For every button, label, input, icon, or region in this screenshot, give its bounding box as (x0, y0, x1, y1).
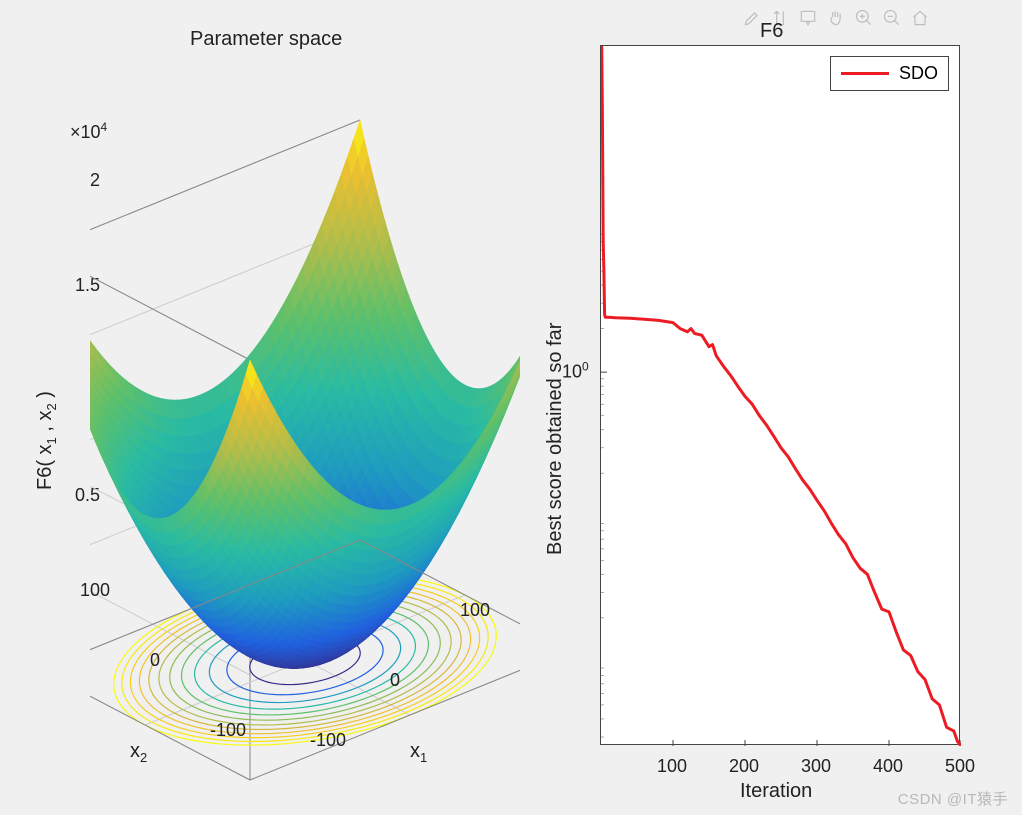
left-3d-plot: Parameter space ×104 F6( x1 , x2 ) 2 1.5… (20, 20, 530, 800)
datatip-icon[interactable] (796, 6, 820, 30)
right-x-tick: 100 (657, 756, 687, 777)
right-convergence-plot: F6 Best score obtained so far Iteration … (600, 45, 960, 745)
right-x-axis-label: Iteration (740, 780, 812, 803)
legend-label: SDO (899, 63, 938, 84)
z-axis-label: F6( x1 , x2 ) (34, 391, 59, 490)
right-x-tick: 400 (873, 756, 903, 777)
right-plot-title: F6 (760, 20, 783, 43)
watermark: CSDN @IT猿手 (898, 788, 1008, 809)
convergence-svg (601, 46, 961, 746)
left-plot-title: Parameter space (190, 28, 342, 51)
right-x-tick: 200 (729, 756, 759, 777)
x-tick: 100 (460, 600, 490, 621)
home-icon[interactable] (908, 6, 932, 30)
zoomout-icon[interactable] (880, 6, 904, 30)
x-tick: -100 (310, 730, 346, 751)
surface-svg[interactable] (90, 70, 520, 790)
x-axis-label: x1 (410, 740, 427, 765)
right-plot-area[interactable]: SDO (600, 45, 960, 745)
zoomin-icon[interactable] (852, 6, 876, 30)
pan-icon[interactable] (824, 6, 848, 30)
figure-container: Parameter space ×104 F6( x1 , x2 ) 2 1.5… (0, 0, 1022, 815)
y-tick: 100 (80, 580, 110, 601)
legend-swatch (841, 72, 889, 75)
right-y-tick: 100 (562, 360, 589, 383)
legend[interactable]: SDO (830, 56, 949, 91)
y-tick: 0 (150, 650, 160, 671)
right-x-tick: 300 (801, 756, 831, 777)
right-x-tick: 500 (945, 756, 975, 777)
y-tick: -100 (210, 720, 246, 741)
x-tick: 0 (390, 670, 400, 691)
right-y-axis-label: Best score obtained so far (544, 323, 567, 555)
y-axis-label: x2 (130, 740, 147, 765)
